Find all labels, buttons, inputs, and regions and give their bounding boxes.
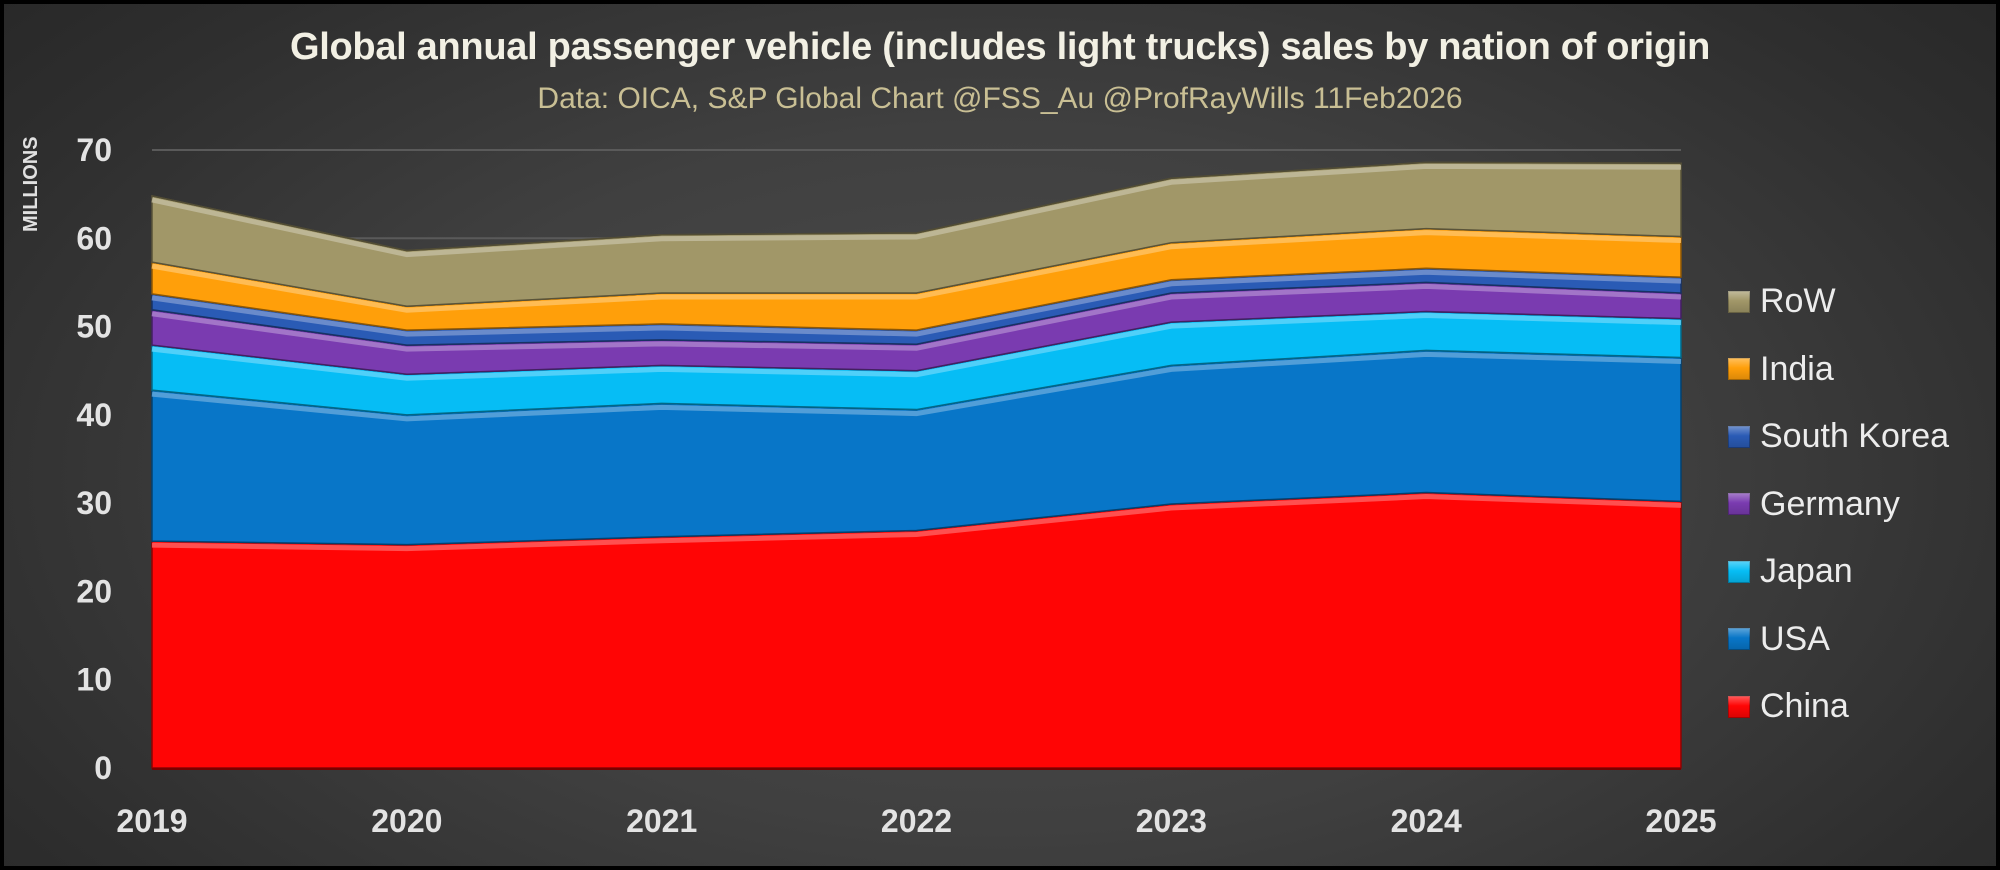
legend-label: Germany <box>1760 484 1900 523</box>
legend-label: India <box>1760 349 1834 388</box>
area-highlight-china <box>151 494 1682 552</box>
legend-label: USA <box>1760 619 1830 658</box>
area-highlight-south-korea <box>151 269 1682 337</box>
legend-swatch-south-korea <box>1728 425 1750 448</box>
y-tick-label: 10 <box>76 662 112 698</box>
x-tick-label: 2025 <box>1645 803 1716 839</box>
legend-label: RoW <box>1760 282 1836 321</box>
legend-swatch-usa <box>1728 628 1750 651</box>
legend-label: South Korea <box>1760 417 1950 456</box>
legend-item-south-korea[interactable]: South Korea <box>1728 403 1949 471</box>
x-tick-label: 2019 <box>116 803 187 839</box>
x-tick-label: 2024 <box>1391 803 1462 839</box>
legend-item-china[interactable]: China <box>1728 673 1949 741</box>
x-axis-ticks: 2019 2020 2021 2022 2023 2024 2025 <box>116 803 1716 839</box>
y-axis-ticks: 0 10 20 30 40 50 60 70 <box>76 132 112 786</box>
y-tick-label: 40 <box>76 397 112 433</box>
legend: RoW India South Korea Germany Japan USA … <box>1728 268 1949 741</box>
x-tick-label: 2023 <box>1136 803 1207 839</box>
legend-swatch-india <box>1728 358 1750 381</box>
y-tick-label: 70 <box>76 132 112 168</box>
legend-swatch-row <box>1728 290 1750 313</box>
x-tick-label: 2022 <box>881 803 952 839</box>
y-tick-label: 0 <box>94 750 112 786</box>
legend-item-germany[interactable]: Germany <box>1728 471 1949 539</box>
x-tick-label: 2021 <box>626 803 697 839</box>
y-tick-label: 30 <box>76 485 112 521</box>
legend-swatch-japan <box>1728 560 1750 583</box>
chart-title: Global annual passenger vehicle (include… <box>289 26 1711 68</box>
area-highlight-india <box>151 230 1682 313</box>
legend-item-japan[interactable]: Japan <box>1728 538 1949 606</box>
area-edge-row <box>151 161 1682 252</box>
legend-item-india[interactable]: India <box>1728 336 1949 404</box>
legend-swatch-germany <box>1728 493 1750 516</box>
area-series-group <box>151 161 1682 770</box>
legend-swatch-china <box>1728 695 1750 718</box>
area-highlight-japan <box>151 313 1682 381</box>
legend-item-row[interactable]: RoW <box>1728 268 1949 336</box>
area-highlight-row <box>151 163 1682 258</box>
area-highlight-germany <box>151 283 1682 352</box>
y-tick-label: 50 <box>76 309 112 345</box>
x-tick-label: 2020 <box>371 803 442 839</box>
y-tick-label: 20 <box>76 573 112 609</box>
chart-subtitle: Data: OICA, S&P Global Chart @FSS_Au @Pr… <box>537 82 1463 115</box>
legend-label: China <box>1760 687 1849 726</box>
legend-item-usa[interactable]: USA <box>1728 606 1949 674</box>
legend-label: Japan <box>1760 552 1853 591</box>
area-highlight-usa <box>151 351 1682 422</box>
y-tick-label: 60 <box>76 220 112 256</box>
